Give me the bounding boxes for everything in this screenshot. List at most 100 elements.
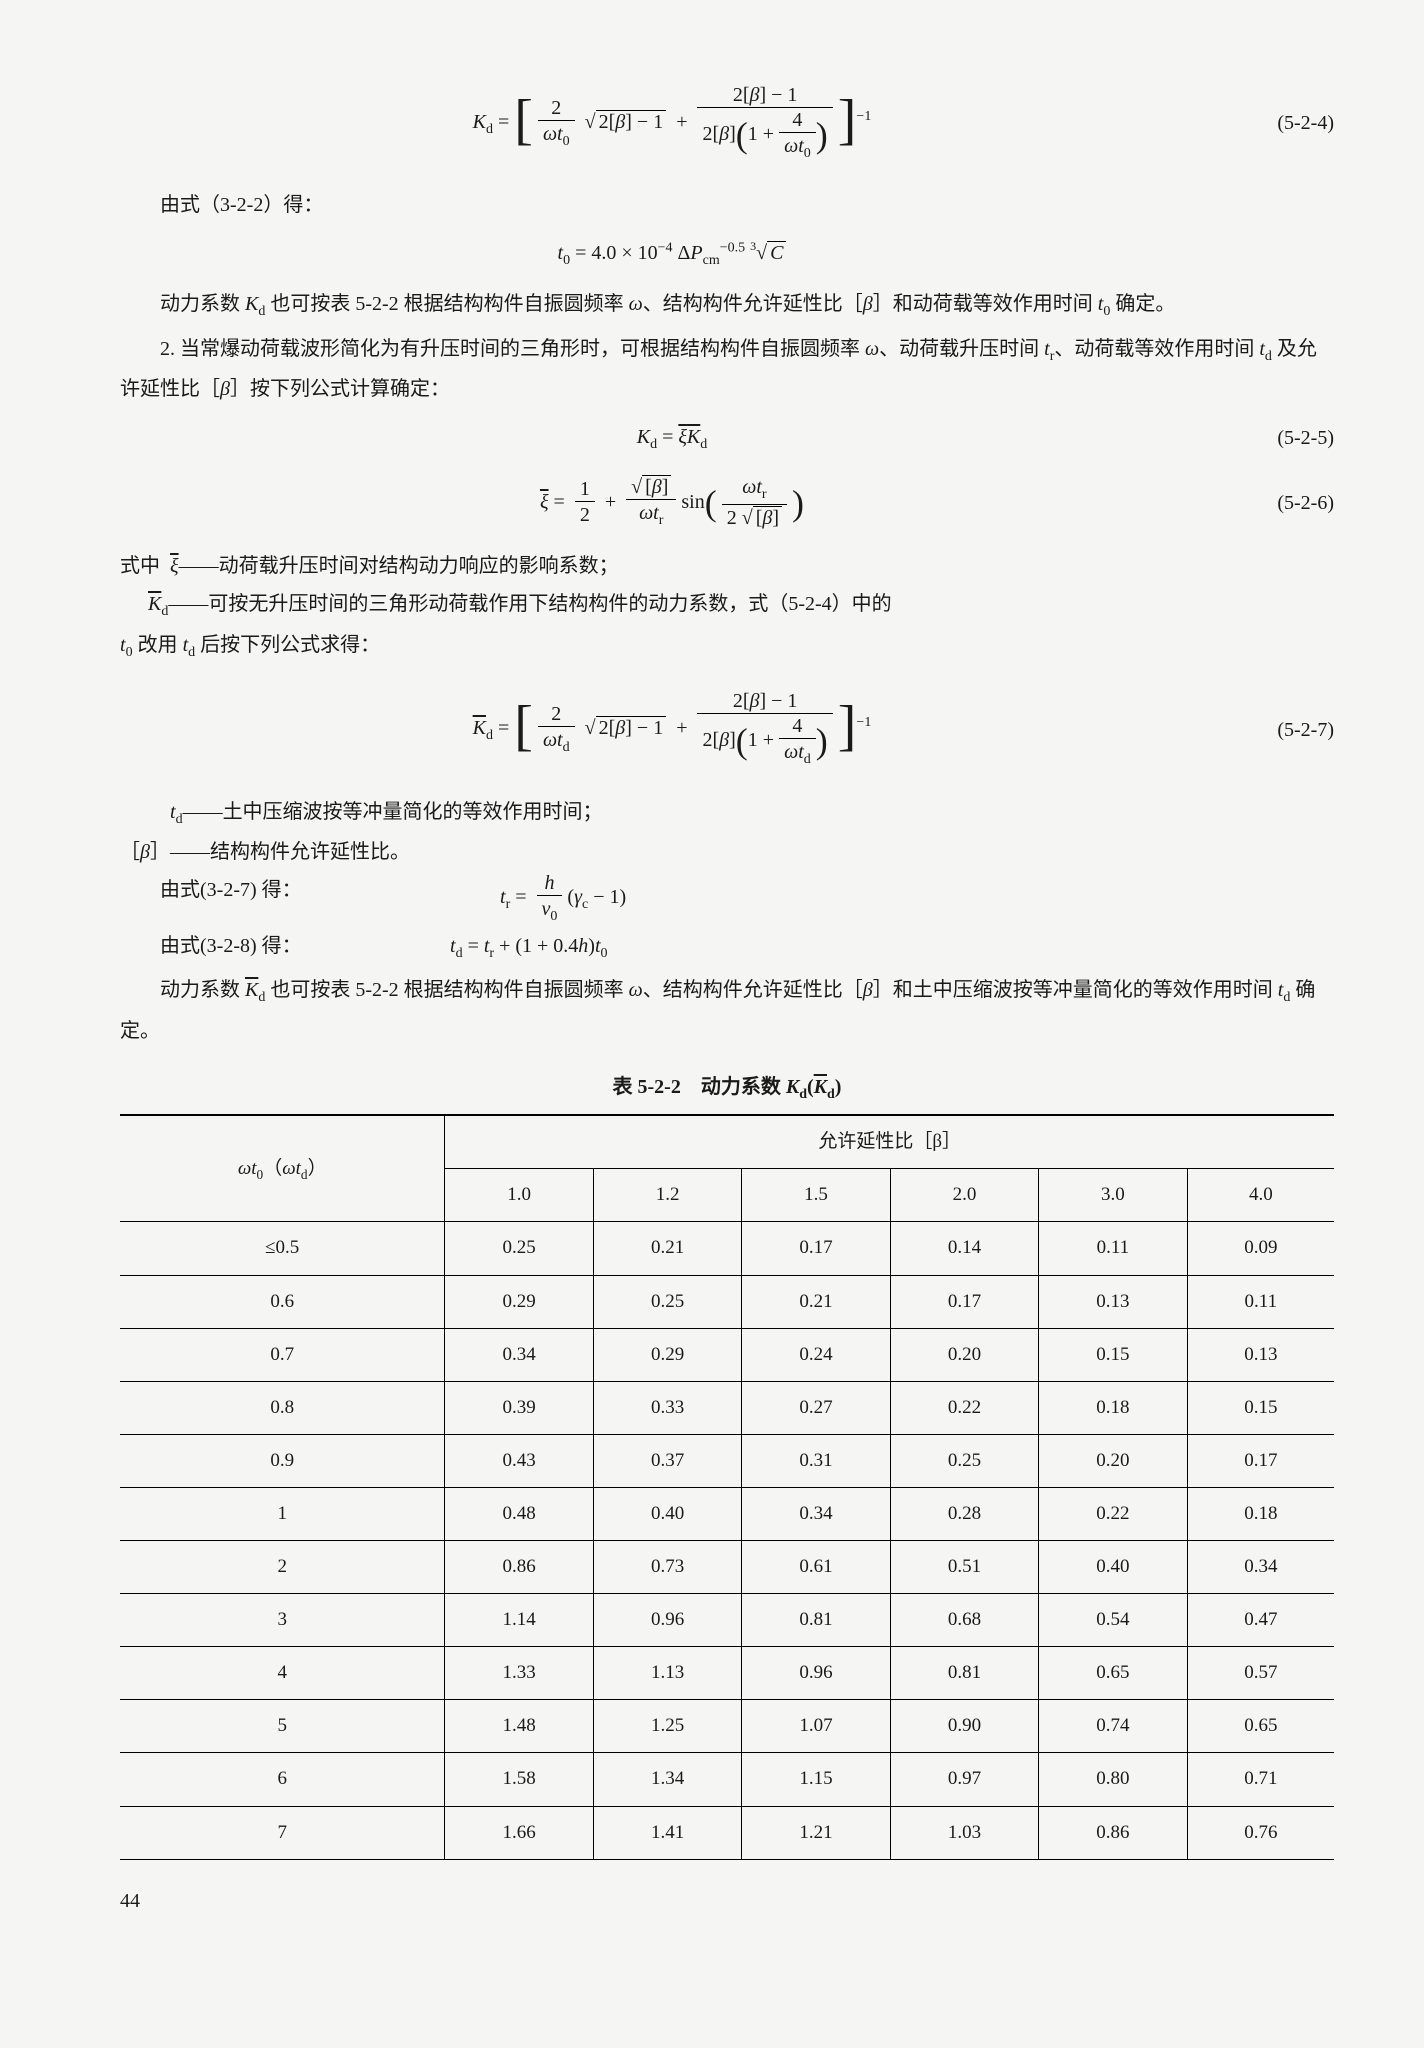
cell: 0.40 [1039, 1541, 1187, 1594]
cell: 0.29 [593, 1328, 741, 1381]
cell: 0.40 [593, 1487, 741, 1540]
where-beta: ［β］——结构构件允许延性比。 [120, 833, 1334, 871]
cell: 1.25 [593, 1700, 741, 1753]
where-kd-bar: Kd——可按无升压时间的三角形动荷载作用下结构构件的动力系数，式（5-2-4）中… [120, 585, 1334, 626]
from-3-2-2: 由式（3-2-2）得： [120, 186, 1334, 224]
cell: 0.22 [890, 1381, 1038, 1434]
cell: 0.20 [890, 1328, 1038, 1381]
cell: 1.48 [445, 1700, 593, 1753]
paragraph-kdbar-table-ref: 动力系数 Kd 也可按表 5-2-2 根据结构构件自振圆频率 ω、结构构件允许延… [120, 971, 1334, 1050]
table-row: 10.480.400.340.280.220.18 [120, 1487, 1334, 1540]
cell: 0.24 [742, 1328, 890, 1381]
cell: 0.96 [742, 1647, 890, 1700]
cell: 0.80 [1039, 1753, 1187, 1806]
cell: 0.74 [1039, 1700, 1187, 1753]
cell: 0.15 [1039, 1328, 1187, 1381]
table-row: 0.90.430.370.310.250.200.17 [120, 1434, 1334, 1487]
paragraph-item-2: 2. 当常爆动荷载波形简化为有升压时间的三角形时，可根据结构构件自振圆频率 ω、… [120, 330, 1334, 409]
cell: 0.20 [1039, 1434, 1187, 1487]
row-key: 0.9 [120, 1434, 445, 1487]
cell: 0.73 [593, 1541, 741, 1594]
from-3-2-7-row: 由式(3-2-7) 得： tr = hv0 (γc − 1) [120, 871, 1334, 926]
cell: 1.33 [445, 1647, 593, 1700]
cell: 0.28 [890, 1487, 1038, 1540]
cell: 0.14 [890, 1222, 1038, 1275]
paragraph-kd-table-ref: 动力系数 Kd 也可按表 5-2-2 根据结构构件自振圆频率 ω、结构构件允许延… [120, 285, 1334, 326]
cell: 0.34 [742, 1487, 890, 1540]
cell: 0.39 [445, 1381, 593, 1434]
cell: 1.34 [593, 1753, 741, 1806]
where-label: 式中 [120, 555, 160, 577]
row-key: 0.8 [120, 1381, 445, 1434]
cell: 0.68 [890, 1594, 1038, 1647]
table-row: 0.70.340.290.240.200.150.13 [120, 1328, 1334, 1381]
table-row: 61.581.341.150.970.800.71 [120, 1753, 1334, 1806]
cell: 0.90 [890, 1700, 1038, 1753]
row-key: 1 [120, 1487, 445, 1540]
eq-527-num: (5-2-7) [1224, 711, 1334, 749]
col-h-1: 1.2 [593, 1169, 741, 1222]
table-row: 41.331.130.960.810.650.57 [120, 1647, 1334, 1700]
cell: 0.21 [742, 1275, 890, 1328]
table-header-top: 允许延性比［β］ [445, 1115, 1334, 1169]
cell: 0.25 [445, 1222, 593, 1275]
row-key: 7 [120, 1806, 445, 1859]
cell: 1.58 [445, 1753, 593, 1806]
cell: 1.66 [445, 1806, 593, 1859]
row-key: 3 [120, 1594, 445, 1647]
cell: 0.29 [445, 1275, 593, 1328]
cell: 0.31 [742, 1434, 890, 1487]
cell: 0.43 [445, 1434, 593, 1487]
cell: 1.14 [445, 1594, 593, 1647]
cell: 0.25 [890, 1434, 1038, 1487]
eq-t0-expr: t0 = 4.0 × 10−4 ΔPcm−0.5 3√C [120, 234, 1224, 275]
eq-524-num: (5-2-4) [1224, 104, 1334, 142]
table-row: 0.60.290.250.210.170.130.11 [120, 1275, 1334, 1328]
cell: 0.18 [1039, 1381, 1187, 1434]
row-key: 6 [120, 1753, 445, 1806]
cell: 0.97 [890, 1753, 1038, 1806]
cell: 1.03 [890, 1806, 1038, 1859]
equation-t0: t0 = 4.0 × 10−4 ΔPcm−0.5 3√C [120, 234, 1334, 275]
cell: 0.18 [1187, 1487, 1334, 1540]
cell: 0.37 [593, 1434, 741, 1487]
cell: 0.27 [742, 1381, 890, 1434]
cell: 0.11 [1039, 1222, 1187, 1275]
cell: 0.17 [1187, 1434, 1334, 1487]
table-row: 0.80.390.330.270.220.180.15 [120, 1381, 1334, 1434]
td-desc: ——土中压缩波按等冲量简化的等效作用时间； [183, 801, 603, 823]
cell: 1.41 [593, 1806, 741, 1859]
cell: 1.07 [742, 1700, 890, 1753]
col-h-0: 1.0 [445, 1169, 593, 1222]
page-number: 44 [120, 1882, 1334, 1920]
row-key: 5 [120, 1700, 445, 1753]
cell: 0.33 [593, 1381, 741, 1434]
col-h-2: 1.5 [742, 1169, 890, 1222]
from-327-label: 由式(3-2-7) 得： [120, 871, 380, 926]
cell: 0.22 [1039, 1487, 1187, 1540]
cell: 0.21 [593, 1222, 741, 1275]
cell: 0.57 [1187, 1647, 1334, 1700]
eq-524-expr: Kd = [ 2ωt0 √2[β] − 1 + 2[β] − 1 2[β](1 … [120, 70, 1224, 176]
cell: 0.96 [593, 1594, 741, 1647]
col-h-4: 3.0 [1039, 1169, 1187, 1222]
cell: 0.48 [445, 1487, 593, 1540]
cell: 0.25 [593, 1275, 741, 1328]
cell: 1.21 [742, 1806, 890, 1859]
cell: 0.17 [890, 1275, 1038, 1328]
beta-desc: ——结构构件允许延性比。 [170, 841, 410, 863]
cell: 1.13 [593, 1647, 741, 1700]
cell: 0.15 [1187, 1381, 1334, 1434]
eq-td: td = tr + (1 + 0.4h)t0 [380, 927, 1334, 968]
cell: 0.47 [1187, 1594, 1334, 1647]
cell: 0.34 [445, 1328, 593, 1381]
from-3-2-8-row: 由式(3-2-8) 得： td = tr + (1 + 0.4h)t0 [120, 927, 1334, 968]
eq-tr: tr = hv0 (γc − 1) [380, 871, 1334, 926]
row-key: 0.7 [120, 1328, 445, 1381]
table-row: 20.860.730.610.510.400.34 [120, 1541, 1334, 1594]
cell: 0.09 [1187, 1222, 1334, 1275]
where-td: td——土中压缩波按等冲量简化的等效作用时间； [120, 793, 1334, 834]
cell: 0.13 [1187, 1328, 1334, 1381]
table-row: 71.661.411.211.030.860.76 [120, 1806, 1334, 1859]
eq-525-num: (5-2-5) [1224, 419, 1334, 457]
